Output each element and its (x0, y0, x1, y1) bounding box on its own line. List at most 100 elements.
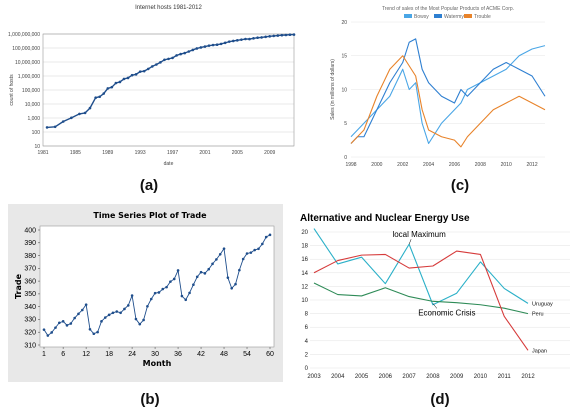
chart-b-point (96, 330, 99, 334)
chart-b-point (188, 291, 191, 295)
chart-a-point (219, 42, 223, 46)
chart-a-point (78, 112, 81, 116)
chart-b-point (42, 328, 46, 331)
chart-a-ytick: 1,000,000 (18, 74, 40, 80)
chart-d-ytick: 8 (305, 312, 309, 318)
chart-a-point (106, 87, 110, 90)
chart-d-annotation-economic-crisis: Economic Crisis (418, 308, 475, 317)
chart-d-ytick: 6 (305, 325, 309, 331)
chart-c-ytick: 10 (341, 87, 347, 93)
chart-d-xtick: 2007 (402, 374, 416, 380)
chart-d-ytick: 4 (305, 339, 309, 345)
chart-b-point (207, 267, 211, 271)
chart-a-point (244, 37, 247, 41)
chart-b-xtick: 42 (197, 351, 205, 358)
chart-a-xtick: 1997 (167, 150, 178, 156)
panel-label-d: (d) (430, 391, 449, 408)
chart-b-point (199, 270, 203, 274)
chart-a-point (83, 111, 87, 115)
chart-d-xtick: 2008 (426, 374, 440, 380)
chart-b-point (111, 311, 115, 315)
chart-b-xtick: 6 (61, 351, 65, 358)
chart-a-point (171, 56, 174, 60)
chart-a-point (130, 73, 134, 77)
chart-a-point (199, 46, 203, 49)
chart-c-xtick: 2000 (371, 162, 382, 168)
chart-a-point (211, 43, 215, 47)
chart-a-point (252, 37, 255, 40)
chart-a-title: Internet hosts 1981-2012 (135, 5, 202, 11)
chart-b-point (241, 257, 245, 261)
chart-a-ytick: 1,000,000,000 (8, 32, 40, 38)
chart-b-point (234, 282, 237, 286)
chart-a-point (264, 35, 267, 39)
chart-a-point (167, 57, 170, 61)
chart-b-ytick: 390 (24, 240, 36, 247)
chart-b-ylabel: Trade (14, 273, 23, 299)
panel-label-b: (b) (140, 391, 159, 408)
chart-d-series-label-peru: Peru (532, 312, 544, 318)
panel-label-a: (a) (140, 177, 158, 194)
chart-a-point (195, 47, 199, 50)
chart-b-point (100, 320, 103, 323)
chart-a-xtick: 1993 (135, 150, 146, 156)
chart-a-point (292, 33, 296, 36)
chart-c-legend-label: Bowsy (414, 14, 429, 20)
chart-d-xtick: 2003 (307, 374, 321, 380)
chart-b-point (184, 298, 188, 302)
chart-a-point (227, 40, 231, 43)
chart-b-xtick: 24 (128, 351, 136, 358)
chart-b-xtick: 18 (105, 351, 113, 358)
chart-b-point (253, 248, 256, 252)
chart-b-xtick: 30 (151, 351, 159, 358)
chart-b-point (215, 258, 218, 261)
chart-b-point (146, 304, 149, 308)
chart-b-point (176, 269, 180, 272)
chart-b-point (257, 247, 260, 251)
chart-b-point (264, 235, 268, 239)
chart-b-point (180, 294, 184, 298)
chart-b-xtick: 48 (220, 351, 228, 358)
chart-d-xtick: 2006 (379, 374, 393, 380)
chart-b-point (138, 322, 142, 326)
chart-a-point (159, 61, 162, 64)
chart-b-point (165, 285, 168, 289)
chart-a-xtick: 1985 (70, 150, 81, 156)
chart-a-point (236, 39, 239, 42)
chart-d-series-label-japan: Japan (532, 348, 547, 354)
chart-a-point (102, 92, 106, 95)
chart-b: Time Series Plot of Trade 310 320 330 340 350… (8, 204, 283, 382)
chart-c-title: Trend of sales of the Most Popular Produ… (382, 6, 514, 12)
chart-b-point (222, 247, 226, 250)
chart-a-point (231, 39, 235, 43)
chart-a-point (268, 35, 272, 38)
chart-b-point (261, 242, 264, 246)
chart-a-xtick: 1989 (102, 150, 113, 156)
chart-a-point (142, 69, 146, 73)
chart-a-point (151, 65, 154, 68)
chart-a-point (191, 48, 195, 52)
chart-b-ytick: 380 (24, 253, 36, 260)
chart-a-ylabel: count of hosts (9, 74, 15, 106)
chart-d-ytick: 0 (305, 366, 309, 372)
chart-b-point (58, 321, 61, 325)
chart-b-title: Time Series Plot of Trade (93, 211, 207, 220)
chart-b-point (249, 251, 253, 254)
chart-c-xtick: 2008 (475, 162, 486, 168)
chart-d-xtick: 2005 (355, 374, 369, 380)
chart-a-point (70, 116, 73, 120)
chart-a-point (175, 54, 178, 57)
chart-c-legend-swatch (464, 14, 472, 18)
chart-a-point (155, 63, 158, 66)
chart-b-xtick: 36 (174, 351, 182, 358)
chart-c-legend-swatch (404, 14, 412, 18)
chart-a-point (110, 85, 114, 89)
chart-a-point (203, 45, 207, 48)
chart-a-point (114, 81, 118, 85)
chart-a-point (53, 125, 57, 129)
chart-b-xlabel: Month (143, 359, 172, 368)
chart-a-point (276, 34, 280, 37)
chart-b-point (65, 324, 69, 327)
chart-b-point (103, 316, 107, 319)
